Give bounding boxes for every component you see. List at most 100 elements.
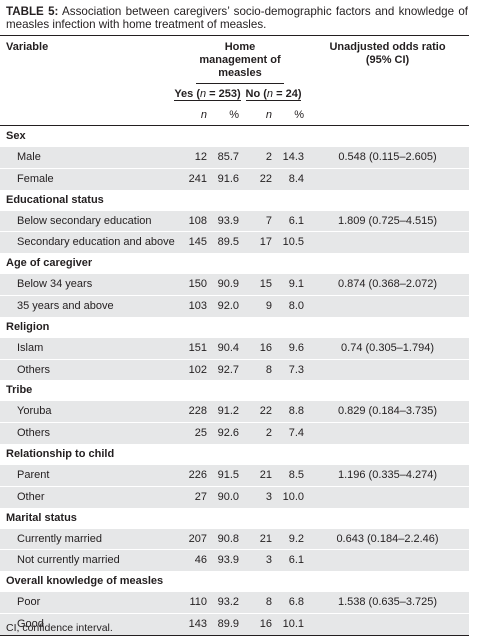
table-header: Variable Home management of measles Unad… <box>0 35 470 126</box>
cell-odds-ratio: 0.74 (0.305–1.794) <box>306 337 470 359</box>
cell-no-pct: 10.1 <box>276 613 307 636</box>
cell-odds-ratio: 1.809 (0.725–4.515) <box>306 210 470 232</box>
cell-no-n: 3 <box>241 550 276 572</box>
cell-no-pct: 10.5 <box>276 232 307 254</box>
cell-no-pct: 9.6 <box>276 337 307 359</box>
cell-no-pct: 9.1 <box>276 274 307 295</box>
cell-odds-ratio <box>306 550 470 572</box>
cell-no-pct: 10.0 <box>276 486 307 508</box>
table-container: Variable Home management of measles Unad… <box>0 35 470 636</box>
cell-no-n: 9 <box>241 295 276 317</box>
row-label: Other <box>0 486 174 508</box>
table-row: Below secondary education 108 93.9 7 6.1 1.80… <box>0 210 470 232</box>
cell-yes-n: 46 <box>174 550 211 572</box>
cell-no-n: 2 <box>241 147 276 168</box>
cell-yes-pct: 91.6 <box>211 168 241 190</box>
cell-no-n: 8 <box>241 592 276 613</box>
header-home-management-label: Home management of measles <box>196 41 285 84</box>
cell-odds-ratio <box>306 295 470 317</box>
header-no-n: n <box>265 109 272 121</box>
cell-odds-ratio <box>306 423 470 444</box>
cell-no-pct: 8.4 <box>276 168 307 190</box>
cell-no-n: 22 <box>241 168 276 190</box>
table-row: Islam 151 90.4 16 9.6 0.74 (0.305–1.794) <box>0 337 470 359</box>
cell-yes-n: 103 <box>174 295 211 317</box>
row-label: Male <box>0 147 174 168</box>
cell-yes-n: 241 <box>174 168 211 190</box>
cell-no-pct: 6.8 <box>276 592 307 613</box>
header-variable: Variable <box>0 35 174 84</box>
group-title: Sex <box>6 130 26 142</box>
cell-yes-pct: 93.2 <box>211 592 241 613</box>
header-yes-pct: % <box>229 109 239 121</box>
cell-yes-pct: 92.6 <box>211 423 241 444</box>
cell-odds-ratio: 0.874 (0.368–2.072) <box>306 274 470 295</box>
cell-yes-n: 228 <box>174 401 211 423</box>
row-label: Islam <box>0 337 174 359</box>
cell-no-pct: 6.1 <box>276 550 307 572</box>
header-odds-ratio: Unadjusted odds ratio (95% CI) <box>306 35 470 84</box>
cell-yes-n: 150 <box>174 274 211 295</box>
row-label: Not currently married <box>0 550 174 572</box>
cell-no-n: 2 <box>241 423 276 444</box>
table-row: Others 25 92.6 2 7.4 <box>0 423 470 444</box>
cell-yes-n: 102 <box>174 359 211 381</box>
row-label: Female <box>0 168 174 190</box>
row-label: Below secondary education <box>0 210 174 232</box>
cell-no-pct: 6.1 <box>276 210 307 232</box>
cell-no-pct: 14.3 <box>276 147 307 168</box>
cell-yes-n: 25 <box>174 423 211 444</box>
cell-no-pct: 7.4 <box>276 423 307 444</box>
table-row: Secondary education and above 145 89.5 17 10… <box>0 232 470 254</box>
group-header-row: Overall knowledge of measles <box>0 571 469 592</box>
cell-no-n: 16 <box>241 613 276 636</box>
cell-no-pct: 7.3 <box>276 359 307 381</box>
cell-no-n: 7 <box>241 210 276 232</box>
group-header-row: Tribe <box>0 380 469 401</box>
cell-yes-n: 226 <box>174 464 211 486</box>
header-yes-label: Yes (n = 253) <box>174 88 241 101</box>
cell-yes-pct: 89.5 <box>211 232 241 254</box>
table-row: Yoruba 228 91.2 22 8.8 0.829 (0.184–3.735) <box>0 401 470 423</box>
cell-odds-ratio: 1.538 (0.635–3.725) <box>306 592 470 613</box>
table-row: Female 241 91.6 22 8.4 <box>0 168 470 190</box>
row-label: Others <box>0 423 174 444</box>
cell-no-n: 22 <box>241 401 276 423</box>
cell-odds-ratio <box>306 168 470 190</box>
cell-no-n: 21 <box>241 528 276 550</box>
cell-yes-pct: 91.5 <box>211 464 241 486</box>
cell-odds-ratio <box>306 359 470 381</box>
group-title: Marital status <box>6 511 77 524</box>
cell-odds-ratio: 0.643 (0.184–2.2.46) <box>306 528 470 550</box>
cell-yes-pct: 93.9 <box>211 550 241 572</box>
cell-yes-n: 207 <box>174 528 211 550</box>
header-no-pct: % <box>294 109 305 121</box>
cell-yes-n: 145 <box>174 232 211 254</box>
cell-yes-n: 110 <box>174 592 211 613</box>
table-row: Other 27 90.0 3 10.0 <box>0 486 470 508</box>
table-row: Below 34 years 150 90.9 15 9.1 0.874 (0.368–2… <box>0 274 470 295</box>
cell-no-pct: 8.5 <box>276 464 307 486</box>
row-label: Yoruba <box>0 401 174 423</box>
header-yes-n: n <box>200 109 207 121</box>
table-body: Sex Male 12 85.7 2 14.3 0.548 (0.115–2.605) Fem… <box>0 126 470 636</box>
cell-yes-pct: 90.0 <box>211 486 241 508</box>
table-row: Not currently married 46 93.9 3 6.1 <box>0 550 470 572</box>
header-home-management: Home management of measles <box>174 35 307 84</box>
cell-yes-pct: 91.2 <box>211 401 241 423</box>
row-label: Others <box>0 359 174 381</box>
group-header-row: Relationship to child <box>0 444 469 465</box>
cell-yes-n: 143 <box>174 613 211 636</box>
group-title: Religion <box>6 320 50 333</box>
cell-yes-n: 27 <box>174 486 211 508</box>
cell-yes-n: 108 <box>174 210 211 232</box>
caption-text: Association between caregivers’ socio-de… <box>6 5 469 31</box>
table-row: Parent 226 91.5 21 8.5 1.196 (0.335–4.274) <box>0 464 470 486</box>
group-header-row: Sex <box>0 126 469 148</box>
cell-no-n: 15 <box>241 274 276 295</box>
row-label: Parent <box>0 464 174 486</box>
cell-odds-ratio <box>306 232 470 254</box>
header-row-3: n % n % <box>0 105 470 126</box>
group-header-row: Age of caregiver <box>0 253 469 274</box>
